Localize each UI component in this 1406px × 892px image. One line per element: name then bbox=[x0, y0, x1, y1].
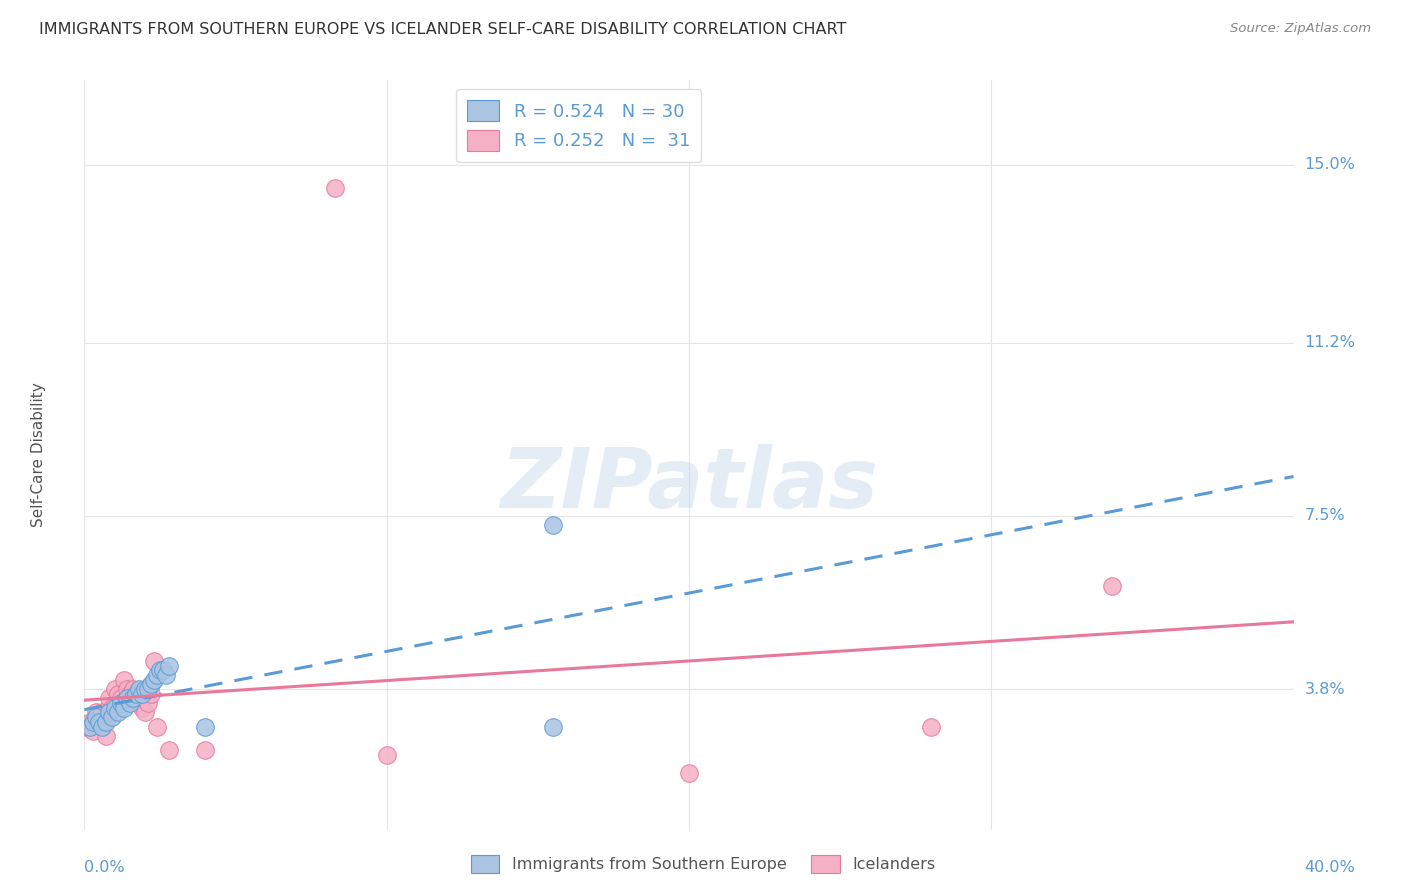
Point bbox=[115, 691, 138, 706]
Point bbox=[100, 710, 122, 724]
Point bbox=[82, 724, 104, 739]
Point bbox=[125, 691, 148, 706]
Point bbox=[79, 719, 101, 733]
Point bbox=[112, 701, 135, 715]
Point bbox=[118, 696, 141, 710]
Legend: Immigrants from Southern Europe, Icelanders: Immigrants from Southern Europe, Iceland… bbox=[464, 848, 942, 880]
Point bbox=[541, 719, 564, 733]
Point bbox=[76, 719, 98, 733]
Point bbox=[89, 714, 111, 729]
Point bbox=[112, 673, 135, 687]
Point bbox=[194, 743, 217, 757]
Point bbox=[100, 701, 122, 715]
Point bbox=[134, 706, 156, 720]
Point bbox=[149, 664, 172, 678]
Point bbox=[136, 696, 159, 710]
Point bbox=[104, 681, 127, 696]
Point bbox=[155, 668, 177, 682]
Point bbox=[110, 691, 132, 706]
Point bbox=[541, 518, 564, 533]
Point bbox=[157, 743, 180, 757]
Point bbox=[110, 696, 132, 710]
Point bbox=[375, 747, 398, 762]
Legend: R = 0.524   N = 30, R = 0.252   N =  31: R = 0.524 N = 30, R = 0.252 N = 31 bbox=[456, 89, 702, 161]
Point bbox=[128, 681, 150, 696]
Point bbox=[131, 687, 153, 701]
Point bbox=[97, 706, 120, 720]
Text: 40.0%: 40.0% bbox=[1305, 860, 1355, 875]
Point bbox=[139, 677, 162, 691]
Point bbox=[920, 719, 942, 733]
Text: IMMIGRANTS FROM SOUTHERN EUROPE VS ICELANDER SELF-CARE DISABILITY CORRELATION CH: IMMIGRANTS FROM SOUTHERN EUROPE VS ICELA… bbox=[39, 22, 846, 37]
Point bbox=[1101, 579, 1123, 593]
Point bbox=[134, 681, 156, 696]
Point bbox=[678, 766, 700, 780]
Point bbox=[142, 673, 165, 687]
Text: 0.0%: 0.0% bbox=[84, 860, 125, 875]
Point bbox=[91, 719, 114, 733]
Point bbox=[97, 691, 120, 706]
Point bbox=[94, 729, 117, 743]
Point bbox=[91, 706, 114, 720]
Point bbox=[115, 681, 138, 696]
Point bbox=[94, 714, 117, 729]
Point bbox=[142, 654, 165, 668]
Point bbox=[128, 696, 150, 710]
Point bbox=[131, 701, 153, 715]
Text: 7.5%: 7.5% bbox=[1305, 508, 1346, 524]
Text: 3.8%: 3.8% bbox=[1305, 681, 1346, 697]
Point bbox=[146, 668, 169, 682]
Point bbox=[121, 681, 143, 696]
Text: 11.2%: 11.2% bbox=[1305, 335, 1355, 350]
Point bbox=[146, 719, 169, 733]
Point bbox=[118, 687, 141, 701]
Text: ZIPatlas: ZIPatlas bbox=[501, 444, 877, 525]
Point bbox=[152, 664, 174, 678]
Point bbox=[107, 706, 129, 720]
Point bbox=[107, 687, 129, 701]
Point bbox=[136, 681, 159, 696]
Point bbox=[104, 701, 127, 715]
Point bbox=[82, 714, 104, 729]
Text: Self-Care Disability: Self-Care Disability bbox=[31, 383, 46, 527]
Point bbox=[194, 719, 217, 733]
Text: Source: ZipAtlas.com: Source: ZipAtlas.com bbox=[1230, 22, 1371, 36]
Point bbox=[121, 691, 143, 706]
Point bbox=[139, 687, 162, 701]
Point bbox=[89, 714, 111, 729]
Point bbox=[86, 710, 108, 724]
Point bbox=[86, 706, 108, 720]
Point bbox=[323, 181, 346, 195]
Point bbox=[79, 714, 101, 729]
Point bbox=[125, 687, 148, 701]
Point bbox=[157, 658, 180, 673]
Text: 15.0%: 15.0% bbox=[1305, 157, 1355, 172]
